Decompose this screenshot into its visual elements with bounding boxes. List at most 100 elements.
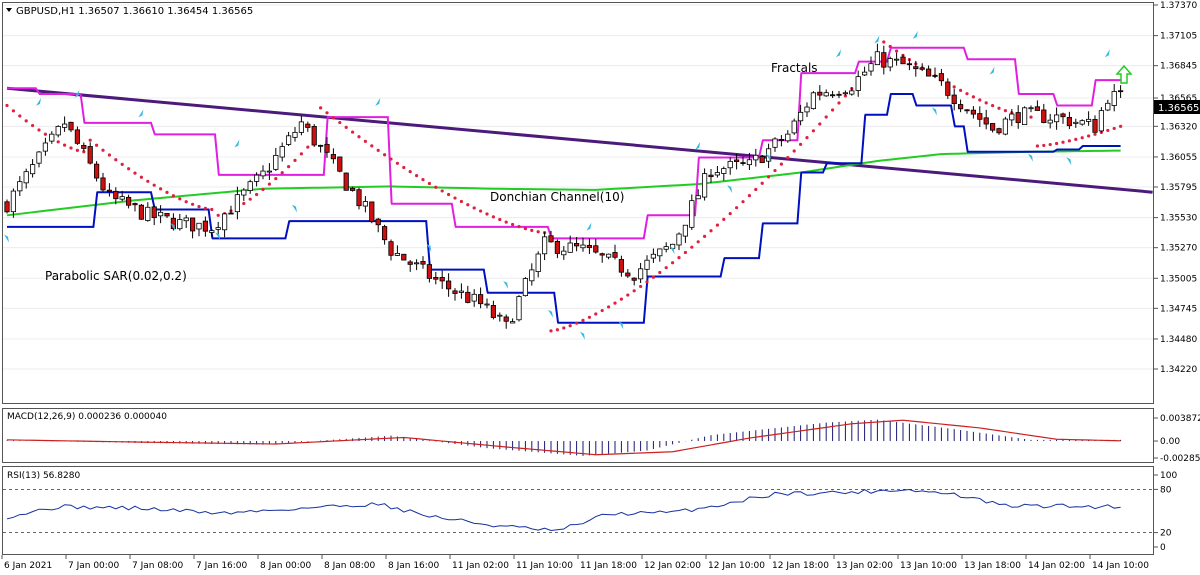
sar-dot bbox=[395, 161, 399, 165]
time-tick-label: 11 Jan 02:00 bbox=[452, 561, 509, 571]
time-tick-label: 13 Jan 02:00 bbox=[836, 561, 893, 571]
fractal-down-icon bbox=[4, 234, 9, 243]
candle-body bbox=[253, 174, 260, 182]
sar-dot bbox=[703, 234, 707, 238]
sar-dot bbox=[677, 256, 681, 260]
candle-body bbox=[343, 172, 349, 191]
candle-body bbox=[887, 58, 893, 68]
candle-body bbox=[465, 291, 471, 303]
sar-dot bbox=[274, 176, 278, 181]
sar-dot bbox=[357, 135, 361, 139]
sar-dot bbox=[18, 114, 22, 118]
candle-body bbox=[375, 218, 381, 226]
sar-dot bbox=[472, 206, 476, 210]
sar-dot bbox=[1042, 143, 1046, 148]
candle-body bbox=[926, 68, 932, 77]
rsi-panel-frame bbox=[2, 466, 1154, 555]
main-grid bbox=[3, 4, 1153, 370]
candle-body bbox=[273, 154, 279, 170]
candle-body bbox=[509, 321, 516, 324]
candle-body bbox=[663, 246, 669, 250]
price-tick-label: 1.36845 bbox=[1160, 62, 1197, 72]
fractal-up-icon bbox=[586, 222, 592, 231]
current-price-box bbox=[1154, 100, 1200, 114]
candle-body bbox=[292, 131, 298, 138]
sar-dot bbox=[587, 315, 592, 319]
macd-tick-label: 0.003872 bbox=[1160, 414, 1200, 424]
candle-body bbox=[317, 144, 324, 147]
fractals-label: Fractals bbox=[771, 61, 818, 75]
sar-dot bbox=[767, 175, 771, 179]
candle-body bbox=[618, 259, 625, 273]
candle-body bbox=[919, 67, 925, 70]
candle-body bbox=[1015, 112, 1021, 124]
sar-dot bbox=[645, 280, 649, 284]
candle-body bbox=[1111, 91, 1117, 106]
candle-body bbox=[234, 194, 240, 213]
sar-dot bbox=[952, 85, 956, 89]
sar-dot bbox=[1048, 142, 1052, 147]
price-tick-label: 1.36565 bbox=[1160, 94, 1197, 104]
sar-dot bbox=[434, 185, 438, 189]
sar-dot bbox=[773, 168, 777, 173]
candle-body bbox=[407, 261, 413, 265]
price-tick-label: 1.34220 bbox=[1160, 365, 1197, 375]
parabolic-sar-layer bbox=[5, 40, 1123, 333]
candle-body bbox=[138, 204, 144, 220]
donchian-lower-band bbox=[7, 92, 1121, 324]
candle-body bbox=[996, 128, 1002, 134]
candle-body bbox=[1092, 119, 1098, 133]
sar-dot bbox=[63, 143, 67, 147]
candle-body bbox=[740, 162, 746, 164]
symbol-dropdown-icon[interactable] bbox=[6, 8, 12, 12]
sar-dot bbox=[11, 109, 15, 113]
fractal-up-icon bbox=[989, 66, 995, 75]
sar-dot bbox=[69, 146, 73, 150]
candle-body bbox=[964, 109, 970, 112]
fractals-layer bbox=[4, 30, 1110, 340]
current-price-value: 1.36565 bbox=[1158, 103, 1199, 114]
candle-body bbox=[906, 63, 913, 66]
sar-dot bbox=[203, 206, 207, 211]
candle-body bbox=[881, 52, 887, 68]
time-tick-label: 8 Jan 08:00 bbox=[324, 561, 376, 571]
candle-body bbox=[804, 106, 810, 113]
moving-average-layer bbox=[6, 149, 1121, 217]
sar-dot bbox=[607, 305, 611, 309]
sar-dot bbox=[523, 227, 528, 231]
fractal-up-icon bbox=[138, 109, 144, 118]
candle-body bbox=[164, 212, 170, 217]
candlestick-layer bbox=[4, 43, 1124, 329]
candle-body bbox=[1118, 90, 1124, 93]
sar-dot bbox=[735, 206, 739, 210]
candle-body bbox=[945, 81, 951, 96]
sar-dot bbox=[24, 119, 28, 123]
candle-body bbox=[170, 217, 176, 230]
fractal-down-icon bbox=[170, 223, 176, 232]
sar-dot bbox=[683, 250, 688, 255]
sar-dot bbox=[191, 202, 195, 206]
candle-body bbox=[567, 242, 573, 253]
candle-body bbox=[561, 250, 567, 256]
candle-body bbox=[17, 181, 23, 192]
fractal-down-icon bbox=[1028, 153, 1033, 162]
candle-body bbox=[746, 159, 753, 166]
sar-dot bbox=[824, 115, 828, 119]
candle-body bbox=[55, 125, 61, 136]
candle-body bbox=[586, 244, 593, 249]
sar-label: Parabolic SAR(0.02,0.2) bbox=[45, 269, 187, 283]
candle-body bbox=[202, 220, 208, 232]
candle-body bbox=[305, 123, 311, 128]
time-tick-label: 12 Jan 10:00 bbox=[708, 561, 765, 571]
sar-dot bbox=[971, 95, 976, 99]
sar-dot bbox=[178, 197, 182, 201]
sar-dot bbox=[440, 189, 444, 193]
fractal-up-icon bbox=[695, 141, 701, 150]
sar-dot bbox=[562, 326, 566, 330]
sar-dot bbox=[255, 192, 259, 197]
sar-dot bbox=[415, 174, 419, 178]
price-tick-label: 1.35795 bbox=[1160, 183, 1197, 193]
sar-dot bbox=[658, 270, 662, 275]
